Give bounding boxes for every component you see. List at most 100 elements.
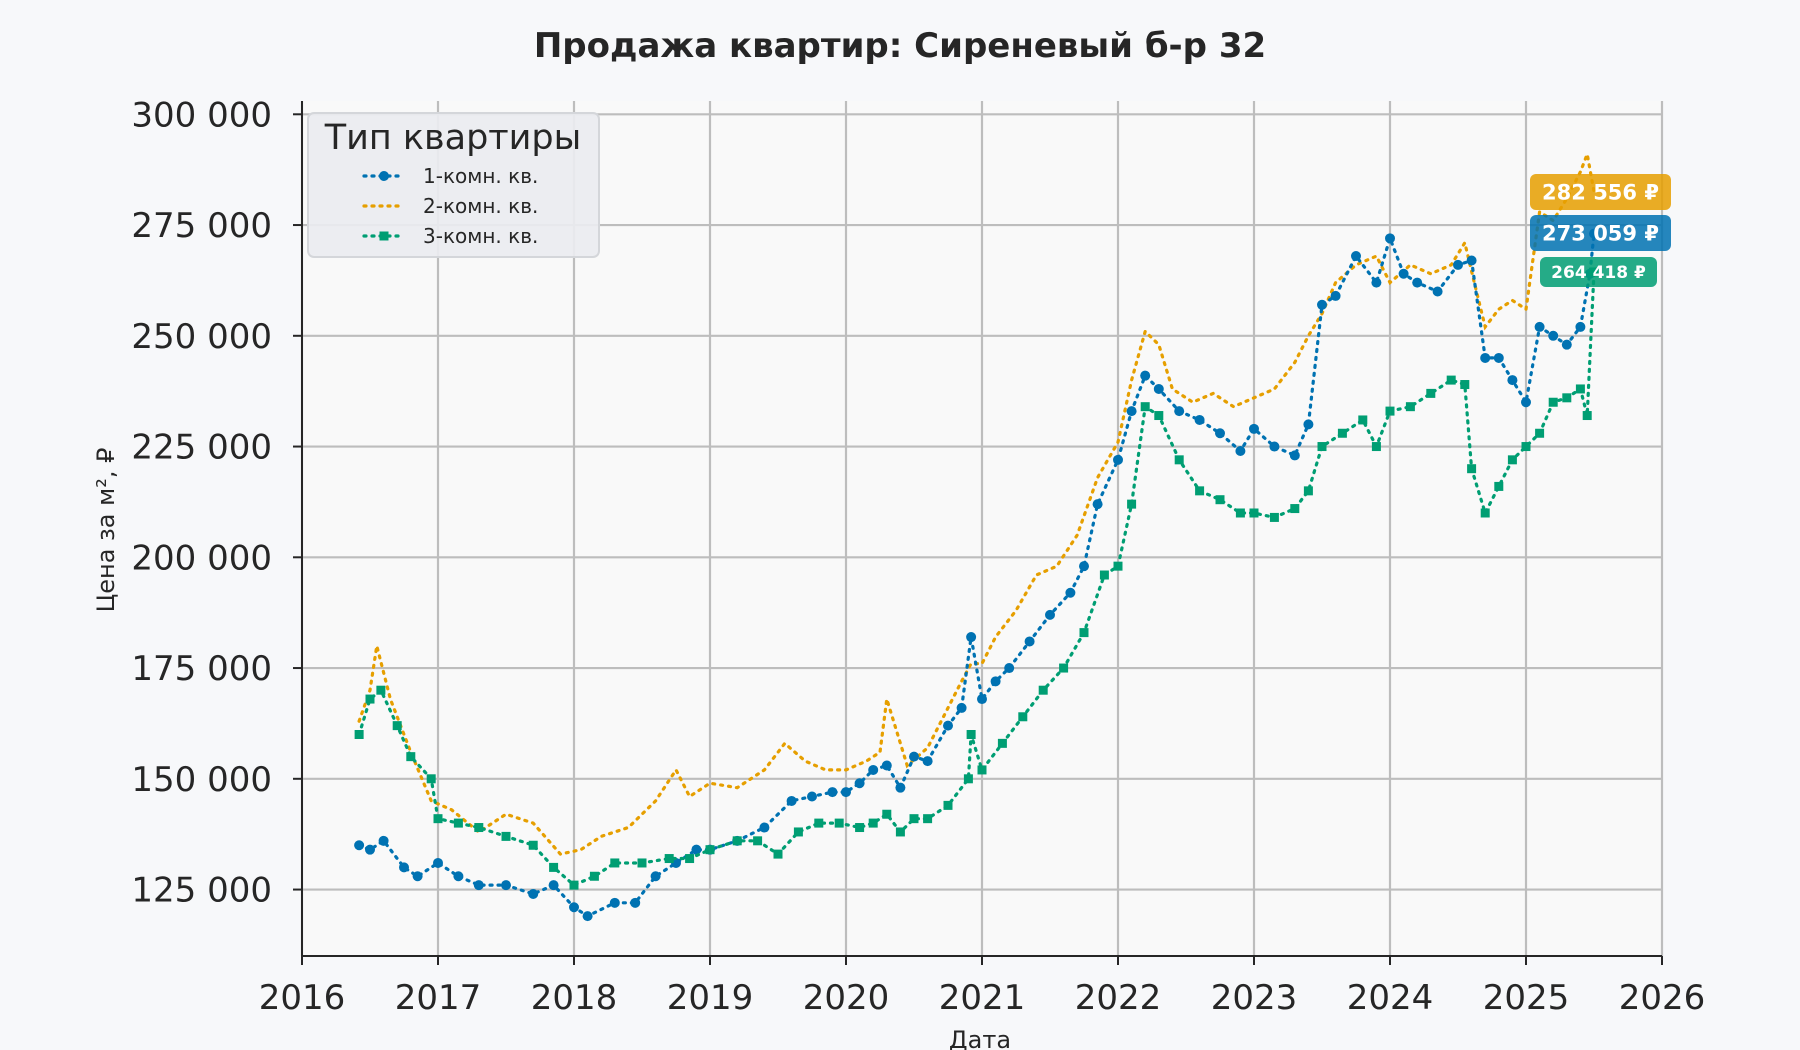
series-3-point xyxy=(433,814,443,824)
series-3-point xyxy=(637,858,647,868)
x-tick-label: 2023 xyxy=(1211,978,1298,1018)
series-1-point xyxy=(501,880,511,891)
legend-items: 1-комн. кв. 2-комн. кв. 3-комн. кв. xyxy=(362,164,538,248)
series-3-point xyxy=(1303,486,1313,496)
series-3-point xyxy=(664,854,674,864)
series-3-point xyxy=(1099,570,1109,580)
series-3-point xyxy=(685,854,695,864)
x-tick-label: 2018 xyxy=(531,978,618,1018)
y-axis-title: Цена за м², ₽ xyxy=(92,448,120,613)
legend-label-series-3: 3-комн. кв. xyxy=(423,224,538,248)
series-3-point xyxy=(1426,388,1436,398)
series-1-point xyxy=(841,787,851,798)
series-1-point xyxy=(977,694,987,705)
series-3-point xyxy=(1535,428,1545,438)
series-3-point xyxy=(963,774,973,784)
y-tick-label: 225 000 xyxy=(131,428,272,468)
series-1-point xyxy=(1534,321,1545,332)
series-1-point xyxy=(1480,352,1491,363)
series-3-point xyxy=(392,721,402,731)
legend-marker-series-1 xyxy=(379,171,389,181)
series-1-point xyxy=(354,840,365,851)
series-1-point xyxy=(1174,406,1185,417)
series-3-point xyxy=(1018,712,1028,722)
series-3-point xyxy=(1140,402,1150,412)
legend: Тип квартиры 1-комн. кв. 2-комн. кв. 3-ком… xyxy=(307,112,600,258)
y-tick-label: 275 000 xyxy=(131,206,272,246)
series-1-point xyxy=(1385,233,1395,244)
series-1-point xyxy=(630,897,641,908)
series-3-point xyxy=(1079,628,1089,638)
legend-label-series-1: 1-комн. кв. xyxy=(423,164,538,188)
series-1-point xyxy=(1303,419,1314,430)
end-label-box xyxy=(1530,215,1671,251)
series-1-point xyxy=(528,888,539,899)
series-1-line xyxy=(357,232,1596,918)
series-1-point xyxy=(1215,428,1225,439)
series-3-point xyxy=(1317,442,1327,452)
series-3-point xyxy=(909,814,919,824)
series-1-point xyxy=(582,911,593,922)
series-1-point xyxy=(1269,441,1280,452)
series-3-point xyxy=(705,845,715,855)
series-1-point xyxy=(1249,423,1259,434)
series-1-point xyxy=(827,787,838,798)
series-1-point xyxy=(1453,259,1463,270)
series-3-group xyxy=(354,267,1599,890)
series-1-point xyxy=(854,778,865,789)
series-1-point xyxy=(1412,277,1423,288)
series-1-point xyxy=(1153,383,1164,394)
series-3-point xyxy=(426,774,436,784)
series-3-point xyxy=(814,818,824,828)
series-1-point xyxy=(1092,499,1103,510)
series-3-point xyxy=(453,818,463,828)
series-1-point xyxy=(881,760,892,771)
series-3-point xyxy=(732,836,742,846)
series-1-point xyxy=(759,822,770,833)
series-1-point xyxy=(378,835,389,846)
series-3-point xyxy=(1358,415,1368,425)
series-1-point xyxy=(548,880,559,891)
series-1-point xyxy=(1351,251,1361,262)
series-1-point xyxy=(650,871,661,882)
series-1-point xyxy=(1575,321,1586,332)
series-3-point xyxy=(528,840,538,850)
series-3-point xyxy=(966,729,976,739)
series-1-point xyxy=(1113,454,1123,465)
end-label-text: 264 418 ₽ xyxy=(1551,263,1646,283)
series-1-point xyxy=(609,897,620,908)
series-1-point xyxy=(943,720,953,731)
end-label-box xyxy=(1530,174,1671,210)
series-3-point xyxy=(834,818,844,828)
series-3-point xyxy=(1582,411,1592,421)
series-1-point xyxy=(1521,397,1531,408)
series-1-point xyxy=(1548,330,1559,341)
series-1-point xyxy=(922,756,933,767)
series-3-point xyxy=(549,862,559,872)
series-3-point xyxy=(1460,380,1470,390)
series-1-point xyxy=(786,795,797,806)
series-1-point xyxy=(433,857,443,868)
series-3-point xyxy=(882,809,892,819)
series-3-point xyxy=(1290,504,1300,514)
end-label-text: 273 059 ₽ xyxy=(1542,222,1659,246)
series-2-line xyxy=(357,148,1596,856)
series-3-point xyxy=(1507,455,1517,465)
series-3-point xyxy=(376,685,386,695)
x-tick-label: 2016 xyxy=(259,978,346,1018)
end-label-text: 282 556 ₽ xyxy=(1542,181,1659,205)
series-3-point xyxy=(753,836,763,846)
series-1-point xyxy=(895,782,906,793)
series-3-point xyxy=(569,880,579,890)
series-3-point xyxy=(1127,499,1137,509)
series-3-point xyxy=(1467,464,1477,474)
series-1-point xyxy=(1004,663,1015,674)
series-1-point xyxy=(1317,299,1327,310)
series-1-point xyxy=(807,791,817,802)
series-1-point xyxy=(1371,277,1382,288)
legend-title: Тип квартиры xyxy=(324,118,582,158)
series-1-point xyxy=(473,880,484,891)
y-tick-label: 300 000 xyxy=(131,95,272,135)
y-tick-label: 250 000 xyxy=(131,317,272,357)
